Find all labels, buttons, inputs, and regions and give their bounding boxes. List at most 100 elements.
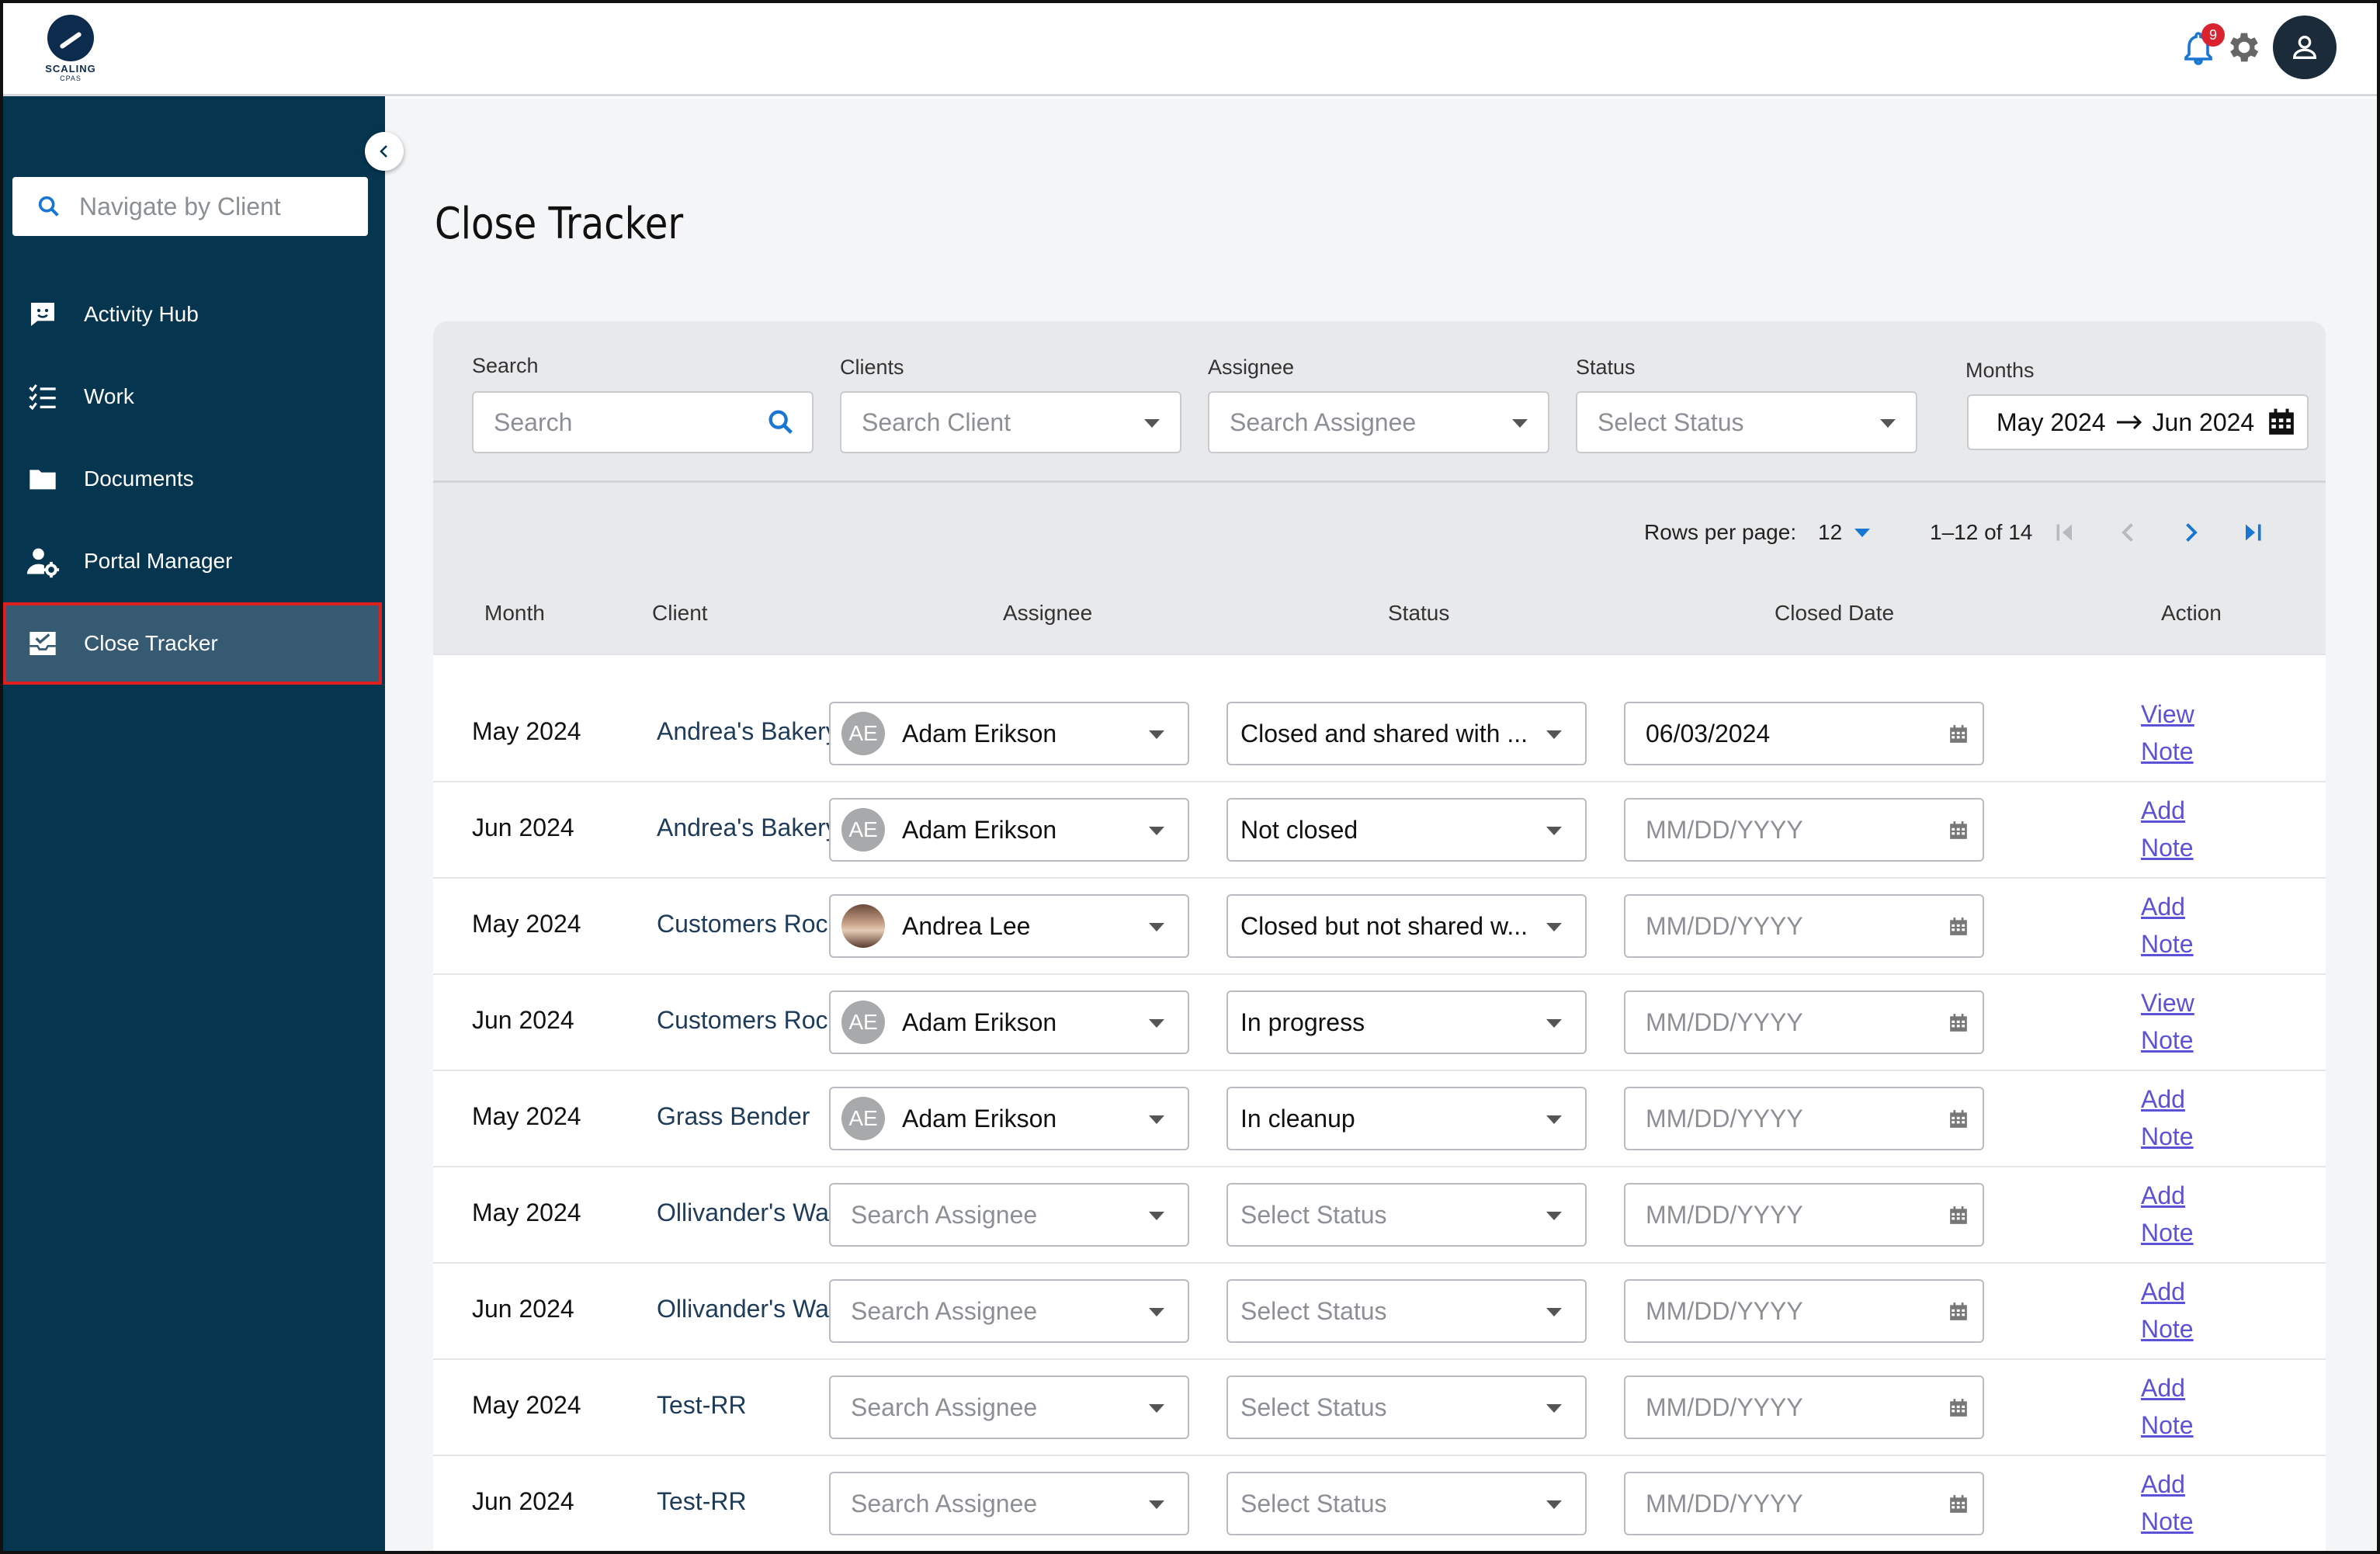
closed-date-input[interactable]: MM/DD/YYYY bbox=[1624, 894, 1984, 958]
closed-date-input[interactable]: MM/DD/YYYY bbox=[1624, 990, 1984, 1054]
action-link[interactable]: Add Note bbox=[2141, 888, 2194, 963]
assignee-select[interactable]: Search Assignee bbox=[829, 1375, 1189, 1439]
status-select[interactable]: Not closed bbox=[1226, 798, 1587, 862]
column-header-status[interactable]: Status bbox=[1388, 601, 1450, 625]
rows-per-page-select[interactable]: 12 bbox=[1818, 517, 1871, 548]
assignee-value: Andrea Lee bbox=[902, 911, 1031, 940]
action-link-line2[interactable]: Note bbox=[2141, 1411, 2194, 1439]
status-select[interactable]: In cleanup bbox=[1226, 1087, 1587, 1150]
action-link[interactable]: Add Note bbox=[2141, 792, 2194, 866]
assignee-select[interactable]: AE Adam Erikson bbox=[829, 990, 1189, 1054]
chevron-down-icon bbox=[1546, 730, 1562, 739]
action-link-line2[interactable]: Note bbox=[2141, 930, 2194, 958]
calendar-icon bbox=[1950, 821, 1967, 839]
action-link-line1[interactable]: View bbox=[2141, 700, 2194, 728]
action-link-line1[interactable]: Add bbox=[2141, 893, 2185, 921]
navigate-by-client-input[interactable]: Navigate by Client bbox=[12, 177, 368, 236]
column-header-month[interactable]: Month bbox=[484, 601, 545, 625]
assignee-value: Adam Erikson bbox=[902, 719, 1057, 748]
client-cell[interactable]: Grass Bender bbox=[657, 1102, 810, 1130]
action-link[interactable]: View Note bbox=[2141, 695, 2194, 770]
gear-icon[interactable] bbox=[2225, 28, 2264, 67]
assignee-avatar: AE bbox=[841, 1097, 885, 1140]
action-link[interactable]: Add Note bbox=[2141, 1081, 2194, 1155]
client-cell[interactable]: Test-RR bbox=[657, 1487, 747, 1515]
status-select[interactable]: Select Status bbox=[1226, 1183, 1587, 1247]
previous-page-icon[interactable] bbox=[2115, 519, 2142, 546]
notification-badge: 9 bbox=[2201, 23, 2225, 47]
action-link-line1[interactable]: Add bbox=[2141, 1374, 2185, 1402]
closed-date-input[interactable]: MM/DD/YYYY bbox=[1624, 1472, 1984, 1535]
search-input[interactable]: Search bbox=[472, 391, 814, 453]
action-link-line1[interactable]: Add bbox=[2141, 1470, 2185, 1498]
closed-date-input[interactable]: MM/DD/YYYY bbox=[1624, 1087, 1984, 1150]
column-header-assignee[interactable]: Assignee bbox=[1003, 601, 1093, 625]
action-link-line2[interactable]: Note bbox=[2141, 1315, 2194, 1343]
column-header-closed-date[interactable]: Closed Date bbox=[1775, 601, 1895, 625]
next-page-icon[interactable] bbox=[2177, 519, 2205, 546]
action-link-line2[interactable]: Note bbox=[2141, 1219, 2194, 1247]
action-link[interactable]: Add Note bbox=[2141, 1369, 2194, 1444]
last-page-icon[interactable] bbox=[2239, 519, 2267, 546]
action-link-line2[interactable]: Note bbox=[2141, 834, 2194, 862]
first-page-icon[interactable] bbox=[2051, 519, 2079, 546]
client-cell[interactable]: Customers Rock bbox=[657, 910, 841, 938]
chevron-down-icon bbox=[1149, 923, 1164, 931]
action-link[interactable]: Add Note bbox=[2141, 1273, 2194, 1348]
closed-date-input[interactable]: 06/03/2024 bbox=[1624, 702, 1984, 765]
assignee-select[interactable]: AE Adam Erikson bbox=[829, 702, 1189, 765]
action-link-line2[interactable]: Note bbox=[2141, 737, 2194, 765]
action-link-line2[interactable]: Note bbox=[2141, 1507, 2194, 1535]
action-link-line1[interactable]: Add bbox=[2141, 1085, 2185, 1113]
collapse-sidebar-button[interactable] bbox=[365, 132, 404, 171]
assignee-select[interactable]: Andrea Lee bbox=[829, 894, 1189, 958]
sidebar-item-close-tracker[interactable]: Close Tracker bbox=[3, 602, 382, 685]
status-select[interactable]: Select Status bbox=[1576, 391, 1917, 453]
client-cell[interactable]: Test-RR bbox=[657, 1391, 747, 1419]
status-select[interactable]: Select Status bbox=[1226, 1279, 1587, 1343]
action-link[interactable]: Add Note bbox=[2141, 1177, 2194, 1251]
status-select[interactable]: Closed and shared with ... bbox=[1226, 702, 1587, 765]
column-header-client[interactable]: Client bbox=[652, 601, 708, 625]
action-link-line2[interactable]: Note bbox=[2141, 1026, 2194, 1054]
clients-select[interactable]: Search Client bbox=[840, 391, 1181, 453]
status-select[interactable]: In progress bbox=[1226, 990, 1587, 1054]
action-link-line1[interactable]: Add bbox=[2141, 1181, 2185, 1209]
sidebar-item-portal-manager[interactable]: Portal Manager bbox=[3, 520, 382, 602]
status-value: Not closed bbox=[1240, 815, 1358, 844]
action-link-line2[interactable]: Note bbox=[2141, 1122, 2194, 1150]
closed-date-input[interactable]: MM/DD/YYYY bbox=[1624, 1375, 1984, 1439]
status-select[interactable]: Select Status bbox=[1226, 1375, 1587, 1439]
page-title: Close Tracker bbox=[435, 199, 684, 249]
assignee-select[interactable]: Search Assignee bbox=[829, 1472, 1189, 1535]
status-value: Closed but not shared w... bbox=[1240, 911, 1528, 940]
action-link-line1[interactable]: Add bbox=[2141, 1278, 2185, 1306]
months-range-picker[interactable]: May 2024 Jun 2024 bbox=[1967, 394, 2309, 450]
status-select[interactable]: Closed but not shared w... bbox=[1226, 894, 1587, 958]
app-logo[interactable]: SCALING CPAS bbox=[33, 11, 109, 85]
user-avatar-button[interactable] bbox=[2273, 16, 2337, 79]
status-select[interactable]: Select Status bbox=[1226, 1472, 1587, 1535]
action-link-line1[interactable]: Add bbox=[2141, 796, 2185, 824]
closed-date-input[interactable]: MM/DD/YYYY bbox=[1624, 798, 1984, 862]
rows-per-page-value: 12 bbox=[1818, 520, 1843, 544]
closed-date-placeholder: MM/DD/YYYY bbox=[1646, 1008, 1803, 1036]
assignee-select[interactable]: Search Assignee bbox=[1208, 391, 1549, 453]
sidebar-item-documents[interactable]: Documents bbox=[3, 438, 382, 520]
action-link[interactable]: View Note bbox=[2141, 984, 2194, 1059]
action-link[interactable]: Add Note bbox=[2141, 1466, 2194, 1540]
closed-date-input[interactable]: MM/DD/YYYY bbox=[1624, 1183, 1984, 1247]
assignee-select[interactable]: Search Assignee bbox=[829, 1183, 1189, 1247]
month-cell: Jun 2024 bbox=[472, 1006, 574, 1034]
closed-date-input[interactable]: MM/DD/YYYY bbox=[1624, 1279, 1984, 1343]
sidebar-item-work[interactable]: Work bbox=[3, 356, 382, 438]
table-header-area bbox=[433, 483, 2326, 655]
assignee-select[interactable]: AE Adam Erikson bbox=[829, 798, 1189, 862]
assignee-select[interactable]: Search Assignee bbox=[829, 1279, 1189, 1343]
assignee-select[interactable]: AE Adam Erikson bbox=[829, 1087, 1189, 1150]
client-cell[interactable]: Customers Rock bbox=[657, 1006, 841, 1034]
chevron-down-icon bbox=[1149, 1404, 1164, 1413]
action-link-line1[interactable]: View bbox=[2141, 989, 2194, 1017]
sidebar-item-activity-hub[interactable]: Activity Hub bbox=[3, 273, 382, 356]
status-value: Closed and shared with ... bbox=[1240, 719, 1528, 748]
